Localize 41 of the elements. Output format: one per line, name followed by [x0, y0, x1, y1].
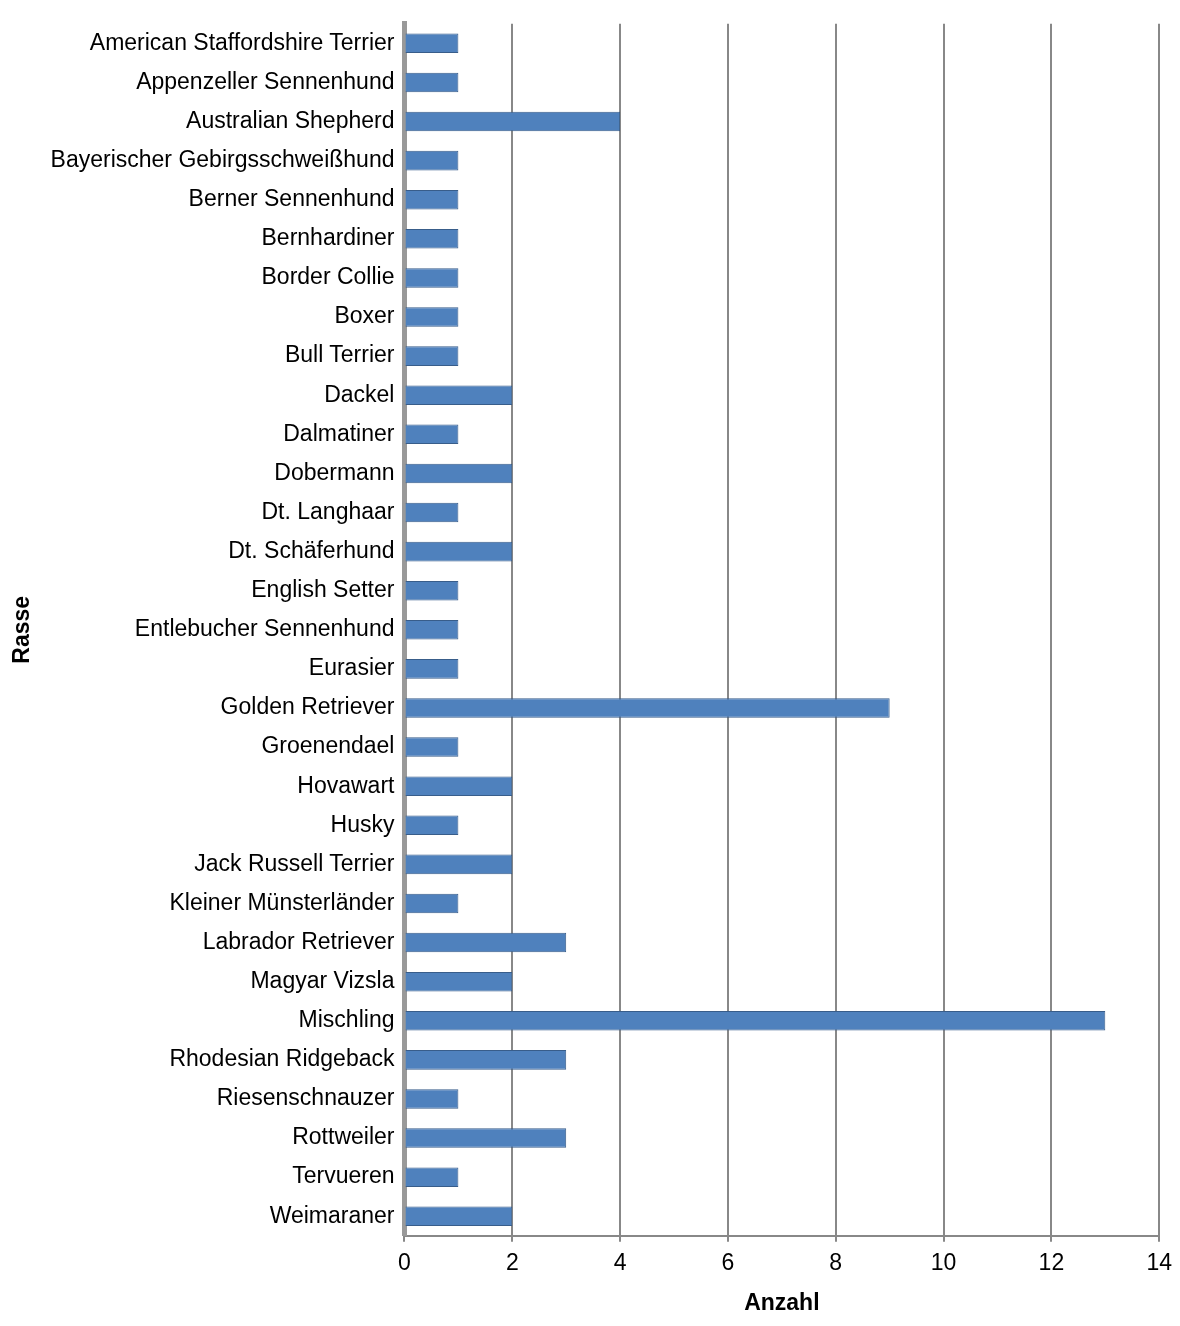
x-tick-label: 14: [1146, 1248, 1173, 1275]
y-tick-label: Dackel: [324, 380, 395, 407]
y-tick-label: Tervueren: [292, 1162, 395, 1189]
y-tick-label: Groenendael: [261, 732, 395, 759]
x-tick-label: 10: [930, 1248, 957, 1275]
x-tick-label: 8: [829, 1248, 843, 1275]
y-tick-label: Jack Russell Terrier: [194, 849, 395, 876]
y-tick-label: Entlebucher Sennenhund: [134, 615, 395, 642]
y-tick-label: Dt. Langhaar: [261, 497, 395, 524]
y-tick-label: American Staffordshire Terrier: [89, 28, 395, 55]
y-tick-label: Dobermann: [274, 458, 395, 485]
x-tick-label: 4: [613, 1248, 627, 1275]
y-tick-label: Mischling: [298, 1006, 395, 1033]
x-tick-label: 6: [721, 1248, 735, 1275]
y-tick-label: Riesenschnauzer: [216, 1084, 395, 1111]
y-tick-label: English Setter: [251, 576, 395, 603]
y-axis-title: Rasse: [8, 595, 35, 664]
y-tick-label: Dt. Schäferhund: [228, 536, 395, 563]
x-tick-label: 2: [505, 1248, 519, 1275]
y-tick-label: Golden Retriever: [220, 693, 395, 720]
y-tick-label: Rottweiler: [292, 1123, 395, 1150]
x-axis-title: Anzahl: [744, 1288, 820, 1315]
y-tick-label: Weimaraner: [269, 1201, 395, 1228]
y-tick-label: Labrador Retriever: [202, 927, 395, 954]
y-tick-label: Eurasier: [308, 654, 395, 681]
y-tick-label: Hovawart: [297, 771, 396, 798]
y-tick-label: Rhodesian Ridgeback: [169, 1045, 395, 1072]
y-tick-label: Australian Shepherd: [186, 106, 395, 133]
y-tick-label: Kleiner Münsterländer: [169, 888, 395, 915]
y-tick-label: Appenzeller Sennenhund: [136, 67, 395, 94]
y-tick-label: Husky: [330, 810, 395, 837]
x-tick-label: 12: [1038, 1248, 1065, 1275]
y-tick-label: Boxer: [334, 302, 395, 329]
y-tick-label: Border Collie: [261, 263, 395, 290]
y-tick-label: Dalmatiner: [283, 419, 395, 446]
y-tick-label: Bayerischer Gebirgsschweißhund: [50, 145, 395, 172]
y-tick-label: Bull Terrier: [284, 341, 395, 368]
y-tick-label: Magyar Vizsla: [250, 967, 395, 994]
x-tick-label: 0: [398, 1248, 411, 1275]
y-tick-label: Bernhardiner: [261, 224, 395, 251]
y-tick-label: Berner Sennenhund: [188, 185, 395, 212]
